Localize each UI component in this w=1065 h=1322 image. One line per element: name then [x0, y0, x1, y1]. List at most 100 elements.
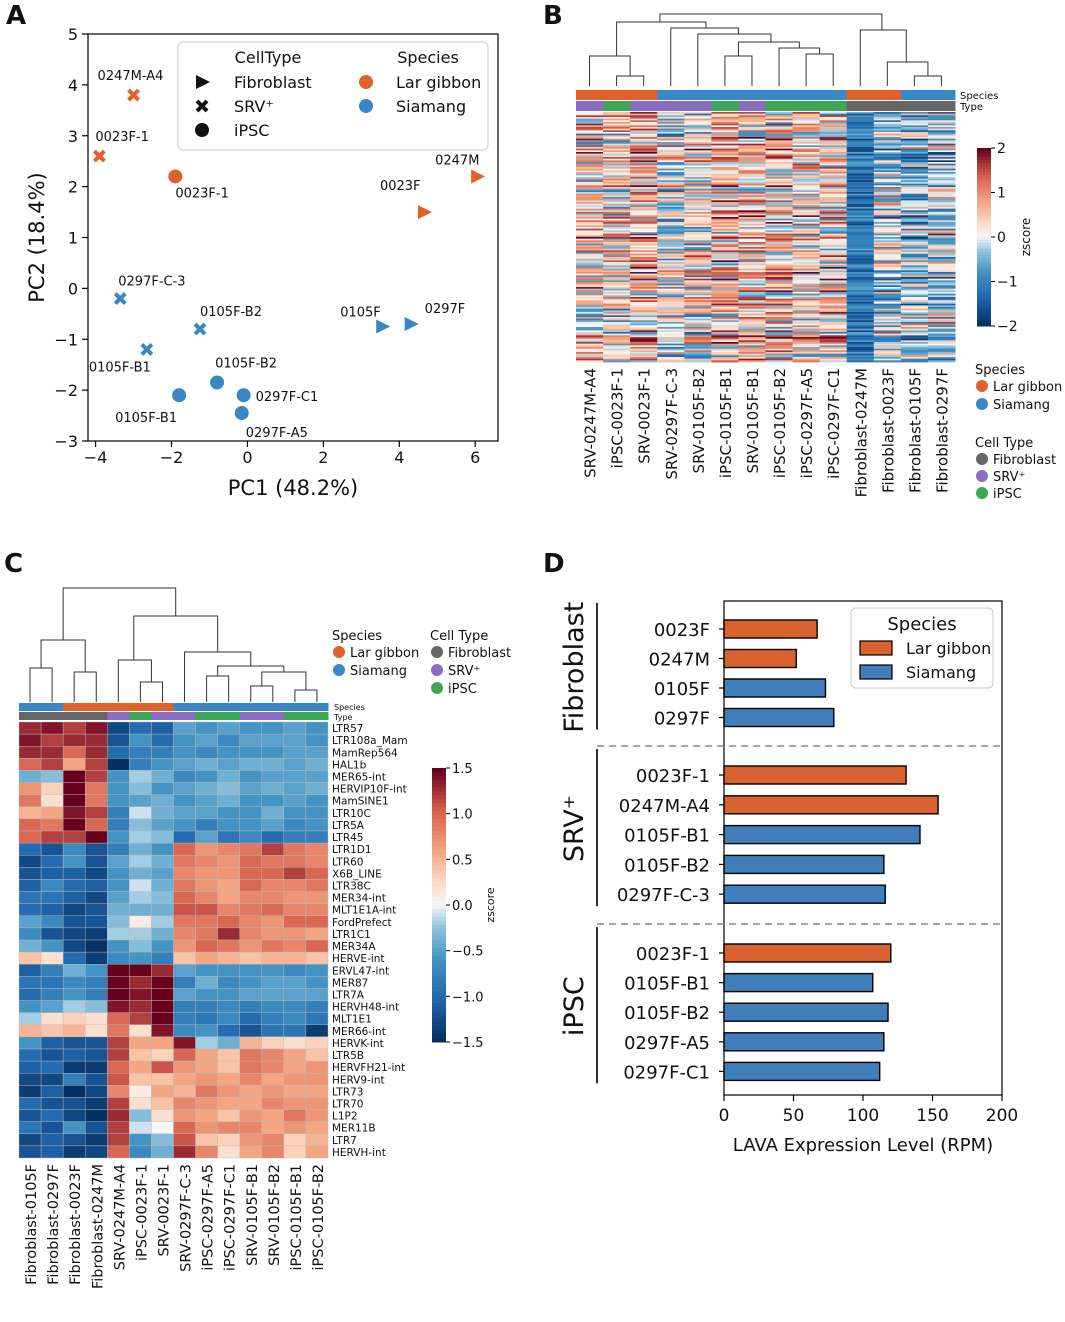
- heatmap-cell: [657, 130, 685, 133]
- heatmap-cell: [603, 168, 631, 171]
- heatmap-cell: [684, 312, 712, 315]
- heatmap-cell: [217, 1133, 240, 1147]
- heatmap-cell: [819, 247, 848, 250]
- heatmap-cell: [846, 360, 875, 363]
- heatmap-cell: [738, 215, 766, 218]
- heatmap-cell: [657, 113, 685, 116]
- heatmap-cell: [129, 915, 152, 929]
- heatmap-cell: [711, 162, 739, 165]
- heatmap-cell: [305, 1036, 329, 1050]
- colorbar-segment: [432, 971, 446, 976]
- heatmap-cell: [630, 218, 658, 221]
- heatmap-cell: [107, 721, 130, 735]
- heatmap-cell: [873, 247, 902, 250]
- heatmap-cell: [792, 250, 821, 253]
- legend-celltype-label: SRV⁺: [448, 664, 480, 679]
- heatmap-cell: [603, 333, 631, 336]
- heatmap-cell: [684, 235, 712, 238]
- heatmap-cell: [846, 288, 875, 291]
- heatmap-cell: [927, 268, 956, 271]
- heatmap-cell: [765, 222, 794, 225]
- colorbar-segment: [432, 951, 446, 957]
- heatmap-cell: [107, 915, 130, 929]
- heatmap-cell: [684, 237, 712, 240]
- heatmap-cell: [630, 327, 658, 330]
- heatmap-cell: [195, 770, 218, 783]
- heatmap-cell: [576, 120, 604, 123]
- heatmap-cell: [85, 830, 108, 844]
- heatmap-cell: [873, 265, 902, 268]
- heatmap-cell: [603, 277, 631, 280]
- heatmap-cell: [765, 133, 794, 136]
- point-label: 0297F-C1: [256, 390, 319, 405]
- heatmap-cell: [819, 133, 848, 136]
- heatmap-cell: [195, 976, 218, 989]
- heatmap-cell: [738, 120, 766, 123]
- dendrogram-link: [261, 671, 307, 690]
- heatmap-cell: [151, 1024, 174, 1038]
- heatmap-cell: [657, 117, 685, 120]
- heatmap-cell: [603, 188, 631, 191]
- heatmap-cell: [765, 252, 794, 255]
- heatmap-cell: [792, 203, 821, 206]
- heatmap-cell: [576, 253, 604, 256]
- heatmap-cell: [765, 157, 794, 160]
- heatmap-cell: [630, 293, 658, 296]
- heatmap-cell: [873, 327, 902, 330]
- heatmap-cell: [684, 208, 712, 211]
- heatmap-cell: [18, 794, 42, 807]
- heatmap-cell: [684, 168, 712, 171]
- heatmap-cell: [738, 198, 766, 201]
- heatmap-cell: [217, 939, 240, 953]
- heatmap-cell: [846, 325, 875, 328]
- heatmap-cell: [792, 235, 821, 238]
- heatmap-cell: [765, 330, 794, 333]
- heatmap-cell: [846, 170, 875, 173]
- colorbar-segment: [432, 1034, 446, 1039]
- heatmap-cell: [684, 127, 712, 130]
- heatmap-cell: [819, 275, 848, 278]
- heatmap-cell: [819, 135, 848, 138]
- point-label: 0105F-B1: [115, 411, 177, 426]
- heatmap-cell: [792, 357, 821, 360]
- heatmap-cell: [765, 360, 794, 363]
- heatmap-cell: [765, 268, 794, 271]
- heatmap-cell: [576, 167, 604, 170]
- colorbar-segment: [432, 889, 446, 894]
- heatmap-cell: [630, 117, 658, 120]
- heatmap-cell: [792, 327, 821, 330]
- heatmap-cell: [927, 298, 956, 301]
- legend-celltype-label: Fibroblast: [993, 453, 1056, 468]
- heatmap-cell: [846, 337, 875, 340]
- row-label: MER65-int: [332, 772, 386, 784]
- heatmap-cell: [819, 317, 848, 320]
- heatmap-cell: [85, 794, 108, 807]
- heatmap-cell: [846, 162, 875, 165]
- bar-label: 0023F-1: [636, 944, 710, 965]
- heatmap-cell: [792, 347, 821, 350]
- column-label: SRV-0105F-B1: [744, 368, 762, 473]
- heatmap-cell: [239, 891, 262, 904]
- heatmap-cell: [576, 137, 604, 140]
- heatmap-cell: [711, 208, 739, 211]
- heatmap-cell: [630, 333, 658, 336]
- heatmap-cell: [900, 258, 929, 261]
- heatmap-cell: [765, 353, 794, 356]
- heatmap-cell: [630, 140, 658, 143]
- heatmap-cell: [85, 976, 108, 989]
- heatmap-cell: [792, 202, 821, 205]
- heatmap-cell: [738, 318, 766, 321]
- heatmap-cell: [684, 158, 712, 161]
- heatmap-cell: [217, 1036, 240, 1050]
- heatmap-cell: [217, 927, 240, 941]
- heatmap-cell: [900, 132, 929, 135]
- heatmap-cell: [684, 190, 712, 193]
- heatmap-cell: [239, 1036, 262, 1050]
- heatmap-cell: [765, 323, 794, 326]
- heatmap-cell: [846, 145, 875, 148]
- heatmap-cell: [603, 137, 631, 140]
- heatmap-cell: [711, 137, 739, 140]
- heatmap-cell: [765, 227, 794, 230]
- heatmap-cell: [85, 818, 108, 832]
